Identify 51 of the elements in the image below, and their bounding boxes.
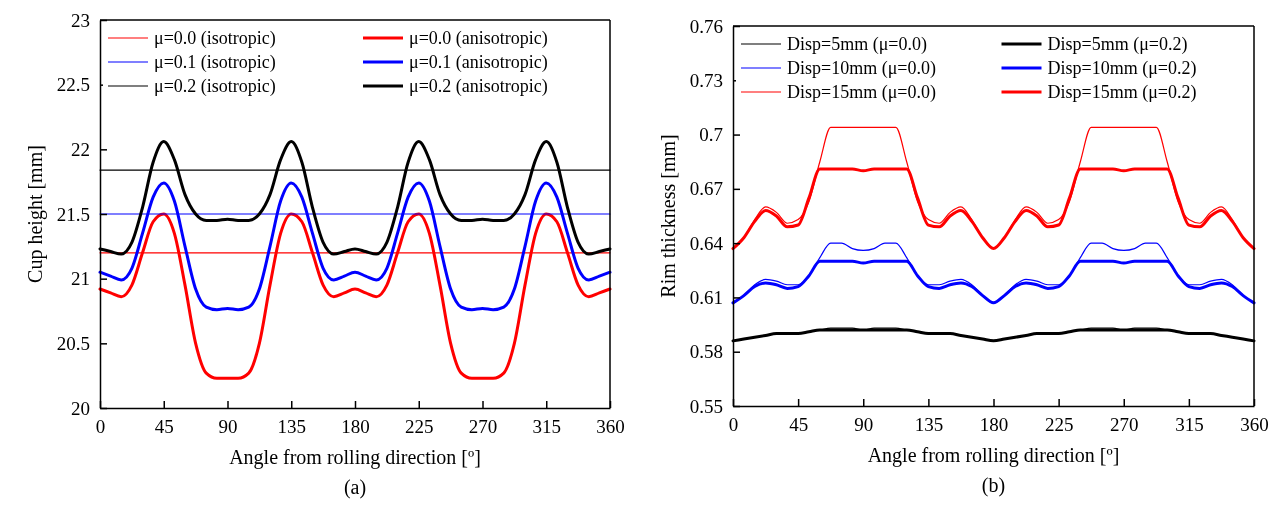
- x-tick-label: 135: [914, 414, 944, 436]
- y-tick-label: 23: [71, 9, 90, 31]
- y-tick-label: 0.61: [689, 287, 723, 309]
- legend-label: Disp=15mm (μ=0.0): [787, 82, 936, 103]
- y-tick-label: 22: [71, 138, 90, 160]
- text: (a): [343, 476, 367, 499]
- y-tick-label: 0.76: [689, 15, 723, 37]
- y-tick-label: 0.58: [689, 341, 723, 363]
- x-axis-title: Angle from rolling direction [º]: [867, 444, 1120, 467]
- x-tick-label: 45: [154, 416, 174, 438]
- x-tick-label: 315: [1175, 414, 1204, 436]
- x-tick-label: 0: [95, 416, 106, 438]
- y-tick-label: 0.67: [689, 178, 723, 200]
- legend-label: μ=0.1 (isotropic): [154, 52, 276, 73]
- y-tick-label: 0.55: [689, 395, 723, 417]
- legend-label: Disp=5mm (μ=0.2): [1047, 34, 1188, 55]
- x-tick-label: 90: [218, 416, 238, 438]
- legend-label: μ=0.2 (anisotropic): [409, 76, 548, 97]
- x-tick-label: 360: [596, 416, 625, 438]
- y-axis-title: Cup height [mm]: [24, 145, 47, 283]
- x-tick-label: 180: [341, 416, 370, 438]
- y-tick-label: 21.5: [56, 203, 90, 225]
- x-tick-label: 270: [1110, 414, 1139, 436]
- legend-label: μ=0.2 (isotropic): [154, 76, 276, 97]
- y-tick-label: 0.7: [699, 124, 723, 146]
- x-tick-label: 180: [979, 414, 1009, 436]
- legend-label: Disp=10mm (μ=0.2): [1047, 58, 1197, 79]
- x-tick-label: 225: [405, 416, 434, 438]
- legend-label: μ=0.1 (anisotropic): [409, 52, 548, 73]
- legend-label: Disp=5mm (μ=0.0): [787, 34, 927, 55]
- x-tick-label: 135: [277, 416, 306, 438]
- x-tick-label: 270: [468, 416, 498, 438]
- x-tick-label: 45: [789, 414, 809, 436]
- legend-label: μ=0.0 (isotropic): [154, 28, 276, 49]
- y-tick-label: 20: [71, 397, 90, 419]
- legend-label: Disp=15mm (μ=0.2): [1047, 82, 1197, 103]
- text: (b): [981, 474, 1006, 497]
- x-tick-label: 360: [1240, 414, 1269, 436]
- x-tick-label: 0: [728, 414, 739, 436]
- y-tick-label: 0.73: [689, 69, 723, 91]
- legend-label: μ=0.0 (anisotropic): [409, 28, 548, 49]
- x-tick-label: 225: [1044, 414, 1074, 436]
- legend-label: Disp=10mm (μ=0.0): [787, 58, 936, 79]
- y-tick-label: 20.5: [56, 332, 90, 354]
- y-tick-label: 22.5: [56, 74, 90, 96]
- y-tick-label: 0.64: [689, 232, 724, 254]
- x-tick-label: 315: [532, 416, 561, 438]
- y-tick-label: 21: [71, 268, 90, 290]
- y-axis-title: Rim thickness [mm]: [657, 134, 679, 298]
- x-axis-title: Angle from rolling direction [º]: [229, 446, 481, 469]
- x-tick-label: 90: [854, 414, 874, 436]
